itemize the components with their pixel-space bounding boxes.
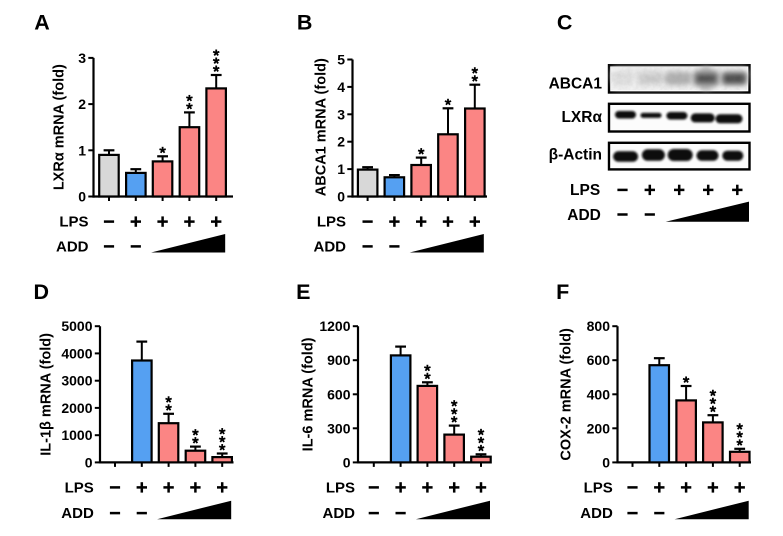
svg-text:ADD: ADD [567, 207, 601, 224]
svg-text:F: F [556, 280, 569, 304]
svg-text:ABCA1 mRNA (fold): ABCA1 mRNA (fold) [314, 58, 330, 196]
svg-text:LXRα: LXRα [561, 109, 602, 126]
svg-text:LXRα mRNA (fold): LXRα mRNA (fold) [52, 64, 68, 190]
svg-text:E: E [296, 280, 310, 304]
svg-text:3: 3 [78, 50, 86, 66]
svg-text:5: 5 [337, 52, 345, 68]
svg-text:LPS: LPS [317, 214, 346, 231]
svg-text:600: 600 [587, 352, 611, 368]
svg-text:IL-1β mRNA (fold): IL-1β mRNA (fold) [38, 333, 54, 456]
svg-text:300: 300 [327, 420, 351, 436]
svg-text:0: 0 [337, 189, 345, 205]
svg-text:β-Actin: β-Actin [549, 147, 602, 164]
svg-text:1: 1 [78, 142, 86, 158]
svg-text:4000: 4000 [61, 345, 92, 361]
svg-text:4: 4 [337, 79, 345, 95]
svg-text:ADD: ADD [314, 239, 347, 256]
svg-text:LPS: LPS [65, 480, 94, 497]
svg-text:900: 900 [327, 352, 351, 368]
svg-text:3: 3 [337, 106, 345, 122]
svg-text:LPS: LPS [584, 480, 613, 497]
svg-text:1200: 1200 [319, 318, 350, 334]
svg-text:D: D [34, 280, 50, 304]
svg-text:200: 200 [587, 420, 611, 436]
svg-text:3000: 3000 [61, 373, 92, 389]
svg-text:2: 2 [78, 96, 86, 112]
svg-text:LPS: LPS [570, 182, 600, 199]
svg-text:ADD: ADD [56, 239, 89, 256]
svg-text:400: 400 [587, 386, 611, 402]
svg-text:A: A [34, 11, 50, 35]
svg-text:ADD: ADD [323, 505, 356, 522]
svg-text:C: C [557, 11, 573, 35]
svg-text:IL-6 mRNA (fold): IL-6 mRNA (fold) [301, 337, 317, 451]
svg-text:1000: 1000 [61, 427, 92, 443]
svg-text:1: 1 [337, 161, 345, 177]
svg-text:COX-2 mRNA (fold): COX-2 mRNA (fold) [558, 328, 574, 461]
svg-text:2000: 2000 [61, 400, 92, 416]
svg-text:0: 0 [343, 454, 351, 470]
svg-text:0: 0 [85, 454, 93, 470]
svg-text:ADD: ADD [61, 505, 94, 522]
svg-text:800: 800 [587, 318, 611, 334]
svg-text:5000: 5000 [61, 318, 92, 334]
svg-text:0: 0 [78, 189, 86, 205]
svg-text:B: B [297, 11, 313, 35]
svg-text:LPS: LPS [59, 214, 88, 231]
svg-text:ABCA1: ABCA1 [549, 76, 603, 93]
svg-text:LPS: LPS [326, 480, 355, 497]
svg-text:2: 2 [337, 134, 345, 150]
svg-text:600: 600 [327, 386, 351, 402]
svg-text:ADD: ADD [580, 505, 613, 522]
svg-text:0: 0 [602, 454, 610, 470]
